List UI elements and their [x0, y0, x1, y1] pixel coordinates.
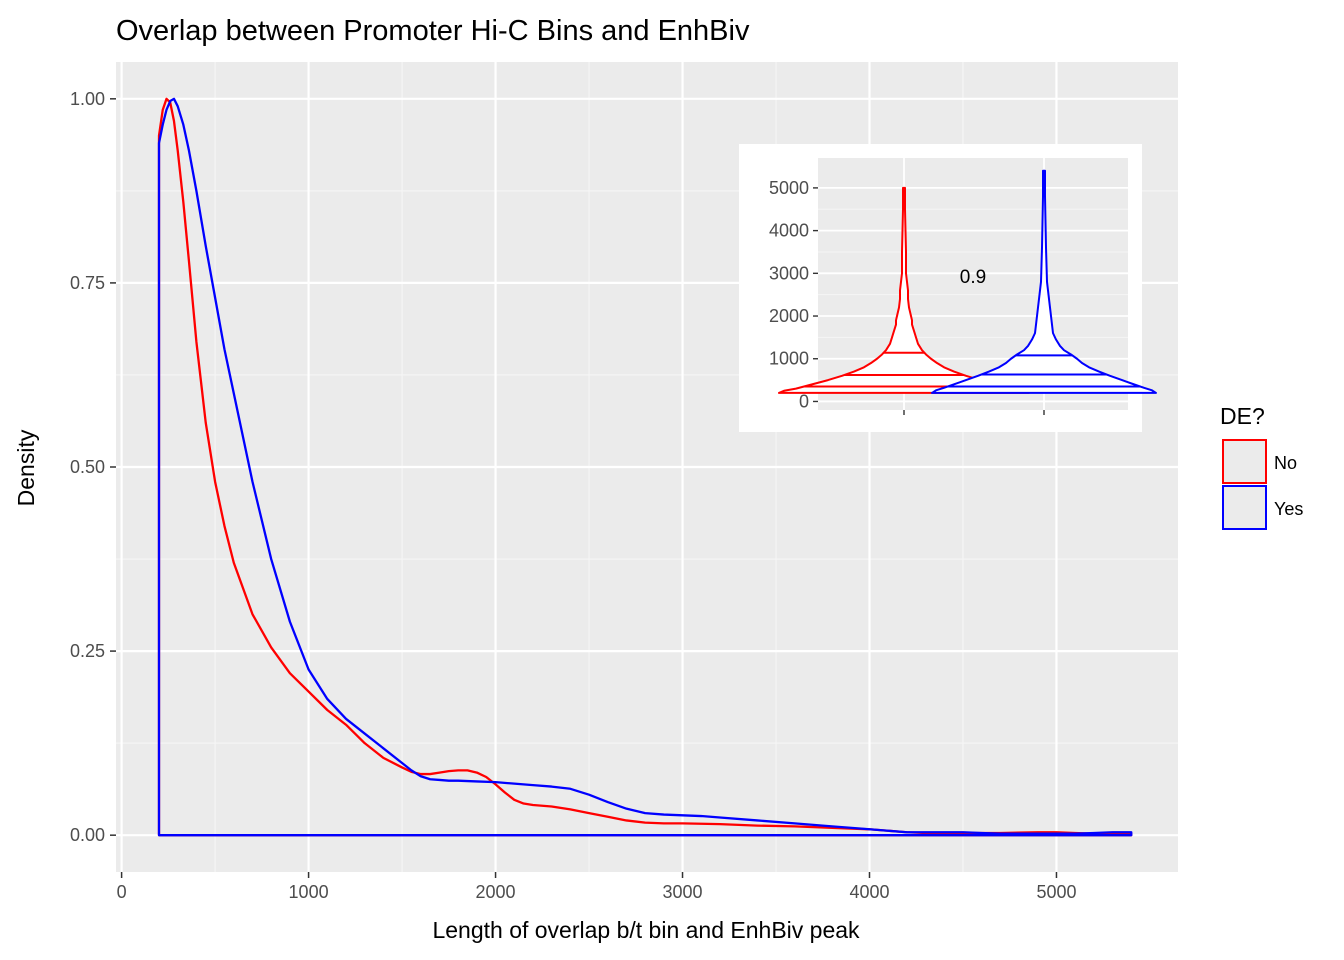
violin-yes	[931, 169, 1157, 394]
violin-no	[778, 186, 1030, 394]
y-tick-label: 1.00	[70, 89, 105, 109]
density-line-yes	[157, 97, 1133, 837]
x-tick-label: 2000	[476, 882, 516, 902]
density-series	[157, 97, 1133, 837]
x-axis-title: Length of overlap b/t bin and EnhBiv pea…	[432, 917, 860, 943]
x-tick-label: 1000	[289, 882, 329, 902]
x-tick-label: 4000	[849, 882, 889, 902]
y-axis-title: Density	[13, 429, 39, 506]
x-tick-label: 0	[117, 882, 127, 902]
inset-axes: 0 1000 2000 3000 4000 5000	[769, 178, 1045, 415]
inset-y-tick-label: 4000	[769, 221, 809, 241]
legend-key-yes	[1222, 485, 1267, 530]
inset-violins	[778, 169, 1157, 394]
y-tick-label: 0.25	[70, 641, 105, 661]
inset-y-tick-label: 3000	[769, 263, 809, 283]
inset-violin-plot: 0 1000 2000 3000 4000 5000 0.9	[739, 144, 1157, 432]
y-tick-label: 0.50	[70, 457, 105, 477]
inset-y-tick-label: 5000	[769, 178, 809, 198]
x-tick-label: 3000	[663, 882, 703, 902]
inset-annotation: 0.9	[960, 267, 986, 288]
axes: 0 1000 2000 3000 4000 5000 0.00 0.25 0.50 0.75 1.0…	[70, 89, 1077, 902]
legend-key-no	[1222, 439, 1267, 484]
y-tick-label: 0.75	[70, 273, 105, 293]
inset-y-tick-label: 1000	[769, 349, 809, 369]
legend-title: DE?	[1220, 403, 1265, 429]
legend-label-yes: Yes	[1274, 499, 1303, 519]
legend: DE? No Yes	[1220, 403, 1303, 530]
y-tick-label: 0.00	[70, 825, 105, 845]
inset-y-tick-label: 0	[799, 391, 809, 411]
chart-title: Overlap between Promoter Hi-C Bins and E…	[116, 15, 750, 47]
inset-y-tick-label: 2000	[769, 306, 809, 326]
x-tick-label: 5000	[1036, 882, 1076, 902]
legend-label-no: No	[1274, 453, 1297, 473]
